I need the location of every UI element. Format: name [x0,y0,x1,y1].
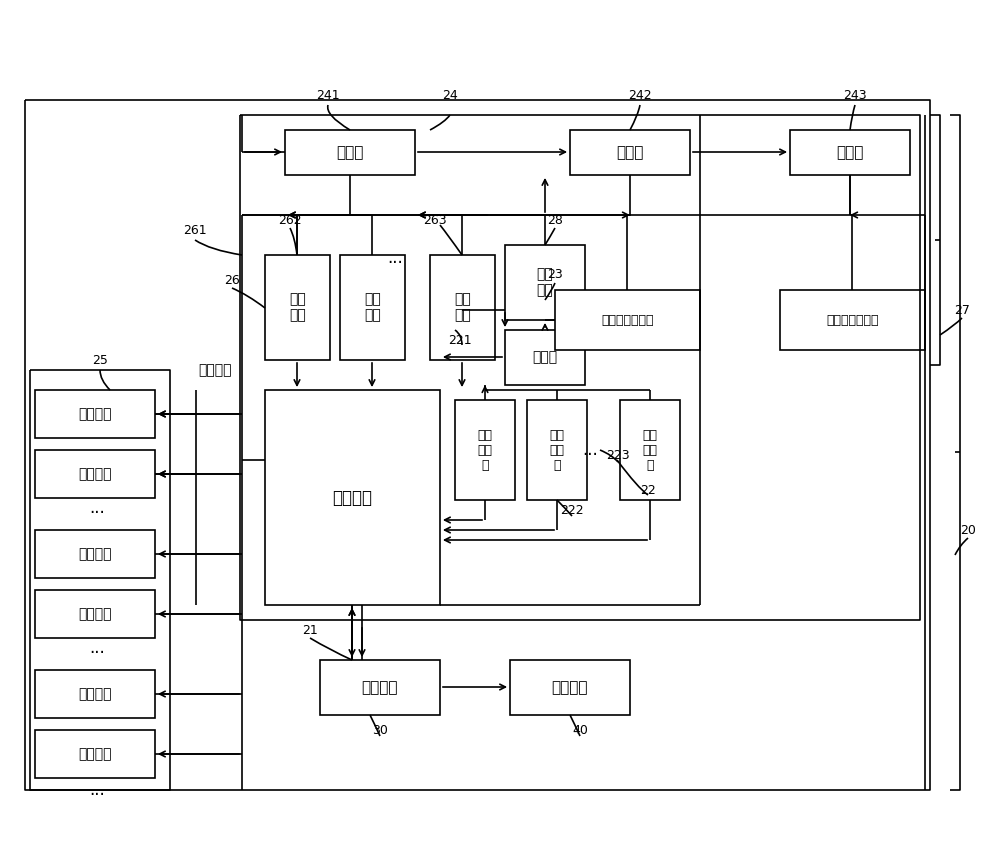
Text: 信号
发生
器: 信号 发生 器 [478,429,492,472]
Bar [285,130,415,175]
Text: 262: 262 [278,213,302,227]
Text: 40: 40 [572,723,588,736]
Bar [35,590,155,638]
Text: 外设设备: 外设设备 [552,680,588,695]
Bar [35,450,155,498]
Bar [790,130,910,175]
Text: 接收
电路: 接收 电路 [364,293,381,323]
Text: 20: 20 [960,524,976,537]
Text: 天线装置: 天线装置 [78,407,112,421]
Text: 天线装置: 天线装置 [78,747,112,761]
Bar [340,255,405,360]
Bar [265,255,330,360]
Text: 信号
发生
器: 信号 发生 器 [550,429,564,472]
Bar [510,660,630,715]
Text: 261: 261 [183,223,207,236]
Text: 23: 23 [547,269,563,282]
Bar [780,290,925,350]
Bar [35,730,155,778]
Bar [555,290,700,350]
Text: 223: 223 [606,449,630,461]
Text: ...: ... [89,499,105,517]
Bar [620,400,680,500]
Text: 242: 242 [628,88,652,102]
Text: 243: 243 [843,88,867,102]
Bar [505,330,585,385]
Text: ...: ... [582,441,598,459]
Text: 27: 27 [954,304,970,317]
Text: 24: 24 [442,88,458,102]
Text: 22: 22 [640,484,656,496]
Text: 241: 241 [316,88,340,102]
Text: 天线装置: 天线装置 [78,607,112,621]
Bar [505,245,585,320]
Text: 复用器: 复用器 [336,145,364,160]
Text: 复用器控制单元: 复用器控制单元 [826,313,879,326]
Text: 30: 30 [372,723,388,736]
Text: 复用器控制单元: 复用器控制单元 [601,313,654,326]
Bar [455,400,515,500]
Text: 263: 263 [423,213,447,227]
Text: 26: 26 [224,274,240,287]
Text: ...: ... [387,249,403,267]
Text: 复用器: 复用器 [836,145,864,160]
Bar [35,530,155,578]
Text: 接收
电路: 接收 电路 [289,293,306,323]
Bar [35,390,155,438]
Bar [320,660,440,715]
Text: 221: 221 [448,334,472,347]
Bar [570,130,690,175]
Text: ...: ... [89,639,105,657]
Bar [265,390,440,605]
Text: 放大
电路: 放大 电路 [537,267,553,298]
Text: 天线装置: 天线装置 [78,467,112,481]
Bar [430,255,495,360]
Text: 信号
发生
器: 信号 发生 器 [642,429,658,472]
Text: ...: ... [89,781,105,799]
Text: 天线装置: 天线装置 [78,687,112,701]
Text: 天线装置: 天线装置 [78,547,112,561]
Text: 读写模块: 读写模块 [332,489,372,507]
Text: 控制信号: 控制信号 [198,363,232,377]
Text: 控制中心: 控制中心 [362,680,398,695]
Text: 21: 21 [302,623,318,637]
Text: 222: 222 [560,503,584,516]
Text: 25: 25 [92,354,108,366]
Text: 复用器: 复用器 [616,145,644,160]
Text: 28: 28 [547,213,563,227]
Bar [35,670,155,718]
Bar [527,400,587,500]
Text: 接收
电路: 接收 电路 [454,293,471,323]
Text: 调制器: 调制器 [532,350,558,365]
